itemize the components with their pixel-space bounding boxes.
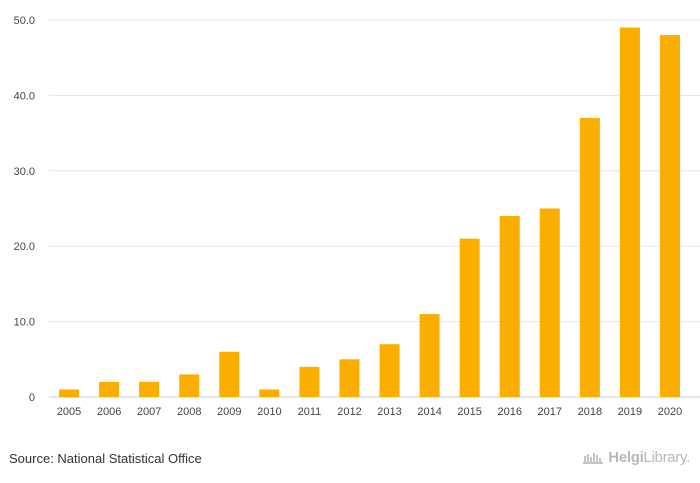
x-tick-label: 2005 <box>57 406 81 418</box>
x-tick-label: 2020 <box>658 406 682 418</box>
y-tick-label: 30.0 <box>14 166 35 178</box>
bar-2010[interactable] <box>259 389 280 397</box>
helgi-library-logo-icon <box>583 452 604 464</box>
bar-2012[interactable] <box>339 359 360 397</box>
bar-chart: 010.020.030.040.050.0 2005 2006 2007 2008 20… <box>14 15 700 418</box>
gridlines <box>49 19 700 323</box>
bar-2019[interactable] <box>619 27 640 397</box>
brand-name-main: Helgi <box>608 449 644 466</box>
x-tick-label: 2014 <box>417 406 441 418</box>
bar-2016[interactable] <box>499 216 520 397</box>
source-note: Source: National Statistical Office <box>9 451 202 466</box>
x-tick-label: 2009 <box>217 406 241 418</box>
x-tick-label: 2019 <box>618 406 642 418</box>
x-tick-label: 2011 <box>298 406 322 418</box>
bar-2011[interactable] <box>299 366 320 397</box>
x-tick-label: 2012 <box>337 406 361 418</box>
bar-2020[interactable] <box>659 35 680 397</box>
bar-2014[interactable] <box>419 314 440 397</box>
x-tick-label: 2018 <box>578 406 602 418</box>
brand-name-suffix: Library. <box>643 449 690 466</box>
bar-2007[interactable] <box>139 381 160 397</box>
x-axis-tick-labels: 2005 2006 2007 2008 2009 2010 2011 2012 2013 2014… <box>57 406 682 418</box>
y-axis-tick-labels: 0 10.0 20.0 30.0 40.0 50.0 <box>14 15 35 404</box>
bar-2009[interactable] <box>219 351 240 397</box>
bar-2005[interactable] <box>59 389 80 397</box>
x-tick-label: 2015 <box>457 406 481 418</box>
bar-2015[interactable] <box>459 238 480 397</box>
x-tick-label: 2006 <box>97 406 121 418</box>
bars <box>59 27 680 398</box>
x-tick-label: 2007 <box>137 406 161 418</box>
bar-2018[interactable] <box>579 118 600 398</box>
x-tick-label: 2010 <box>257 406 281 418</box>
x-tick-label: 2016 <box>497 406 521 418</box>
bar-2017[interactable] <box>539 208 560 398</box>
bar-2006[interactable] <box>99 381 120 397</box>
y-tick-label: 40.0 <box>14 90 35 102</box>
y-tick-label: 0 <box>29 392 35 404</box>
brand-logo[interactable]: HelgiLibrary. <box>582 449 690 466</box>
y-tick-label: 10.0 <box>14 317 35 329</box>
y-tick-label: 50.0 <box>14 15 35 27</box>
y-tick-label: 20.0 <box>14 241 35 253</box>
x-tick-label: 2013 <box>377 406 401 418</box>
bar-2008[interactable] <box>179 374 200 397</box>
x-tick-label: 2017 <box>538 406 562 418</box>
bar-2013[interactable] <box>379 344 400 397</box>
brand-name: HelgiLibrary. <box>608 449 690 466</box>
x-tick-label: 2008 <box>177 406 201 418</box>
